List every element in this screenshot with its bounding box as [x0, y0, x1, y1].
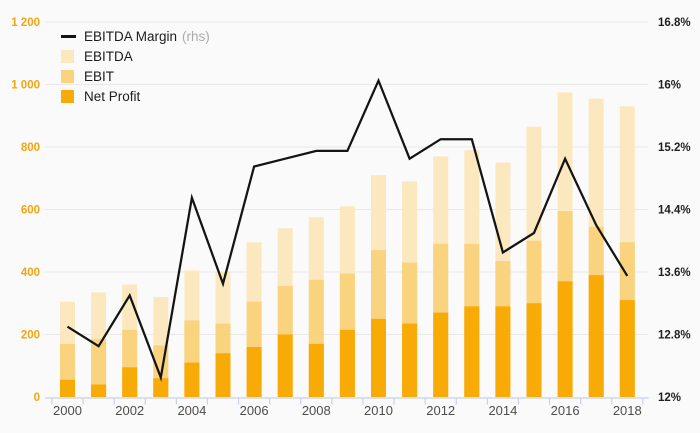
- legend-item-ebitda-margin[interactable]: EBITDA Margin (rhs): [61, 26, 210, 46]
- bar-net-profit-2015[interactable]: [526, 303, 542, 397]
- bar-net-profit-2012[interactable]: [433, 312, 449, 397]
- bar-net-profit-2008[interactable]: [308, 343, 324, 397]
- ebit-swatch: [61, 69, 74, 83]
- legend-item-ebitda[interactable]: EBITDA: [61, 46, 210, 66]
- legend-item-net-profit[interactable]: Net Profit: [61, 86, 210, 106]
- chart-legend: EBITDA Margin (rhs) EBITDA EBIT Net Prof…: [61, 26, 210, 106]
- x-axis-label-2004: 2004: [177, 403, 206, 418]
- left-axis-label-1200: 1 200: [11, 17, 40, 29]
- legend-rhs-suffix: (rhs): [182, 28, 210, 44]
- bar-net-profit-2009[interactable]: [339, 329, 355, 397]
- x-axis-label-2018: 2018: [613, 403, 642, 418]
- x-axis-label-2010: 2010: [364, 403, 393, 418]
- bar-net-profit-2014[interactable]: [495, 306, 511, 397]
- right-axis-label-13.6%: 13.6%: [658, 267, 691, 279]
- right-axis-label-16.8%: 16.8%: [658, 17, 691, 29]
- bar-net-profit-2003[interactable]: [153, 378, 169, 397]
- bar-net-profit-2013[interactable]: [464, 306, 480, 397]
- x-axis-label-2012: 2012: [426, 403, 455, 418]
- left-axis-label-1000: 1 000: [11, 80, 40, 92]
- left-axis-label-800: 800: [21, 142, 40, 154]
- bar-net-profit-2002[interactable]: [122, 367, 138, 397]
- legend-label-ebitda-margin: EBITDA Margin: [84, 28, 178, 44]
- legend-label-net-profit: Net Profit: [84, 88, 141, 104]
- x-axis-label-2002: 2002: [115, 403, 144, 418]
- bar-net-profit-2006[interactable]: [246, 347, 262, 397]
- x-axis-label-2016: 2016: [551, 403, 580, 418]
- bar-net-profit-2001[interactable]: [91, 384, 107, 398]
- left-axis-label-600: 600: [21, 205, 40, 217]
- ebitda-swatch: [61, 49, 74, 63]
- right-axis-label-12%: 12%: [658, 392, 681, 404]
- bar-net-profit-2004[interactable]: [184, 362, 200, 397]
- x-axis-label-2014: 2014: [488, 403, 517, 418]
- x-axis-label-2000: 2000: [53, 403, 82, 418]
- left-axis-label-200: 200: [21, 330, 40, 342]
- right-axis-label-14.4%: 14.4%: [658, 205, 691, 217]
- ebitda-margin-line[interactable]: [66, 77, 629, 382]
- bar-net-profit-2005[interactable]: [215, 353, 231, 397]
- right-axis-label-12.8%: 12.8%: [658, 330, 691, 342]
- right-axis-label-16%: 16%: [658, 80, 681, 92]
- bar-net-profit-2011[interactable]: [402, 323, 418, 397]
- x-axis-label-2006: 2006: [240, 403, 269, 418]
- left-axis-label-400: 400: [21, 267, 40, 279]
- ebitda-margin-line-swatch: [61, 34, 76, 38]
- x-axis-label-2008: 2008: [302, 403, 331, 418]
- bar-net-profit-2010[interactable]: [371, 318, 386, 397]
- legend-item-ebit[interactable]: EBIT: [61, 66, 210, 86]
- net-profit-swatch: [61, 89, 74, 103]
- bar-net-profit-2007[interactable]: [277, 334, 293, 398]
- legend-label-ebitda: EBITDA: [84, 48, 133, 64]
- bar-net-profit-2016[interactable]: [557, 281, 573, 397]
- right-axis-label-15.2%: 15.2%: [658, 142, 691, 154]
- left-axis-label-0: 0: [34, 392, 40, 404]
- bar-net-profit-2017[interactable]: [588, 275, 604, 397]
- bar-net-profit-2018[interactable]: [619, 300, 635, 397]
- legend-label-ebit: EBIT: [84, 68, 115, 84]
- bar-ebit-2001[interactable]: [91, 339, 107, 397]
- bar-net-profit-2000[interactable]: [60, 379, 75, 397]
